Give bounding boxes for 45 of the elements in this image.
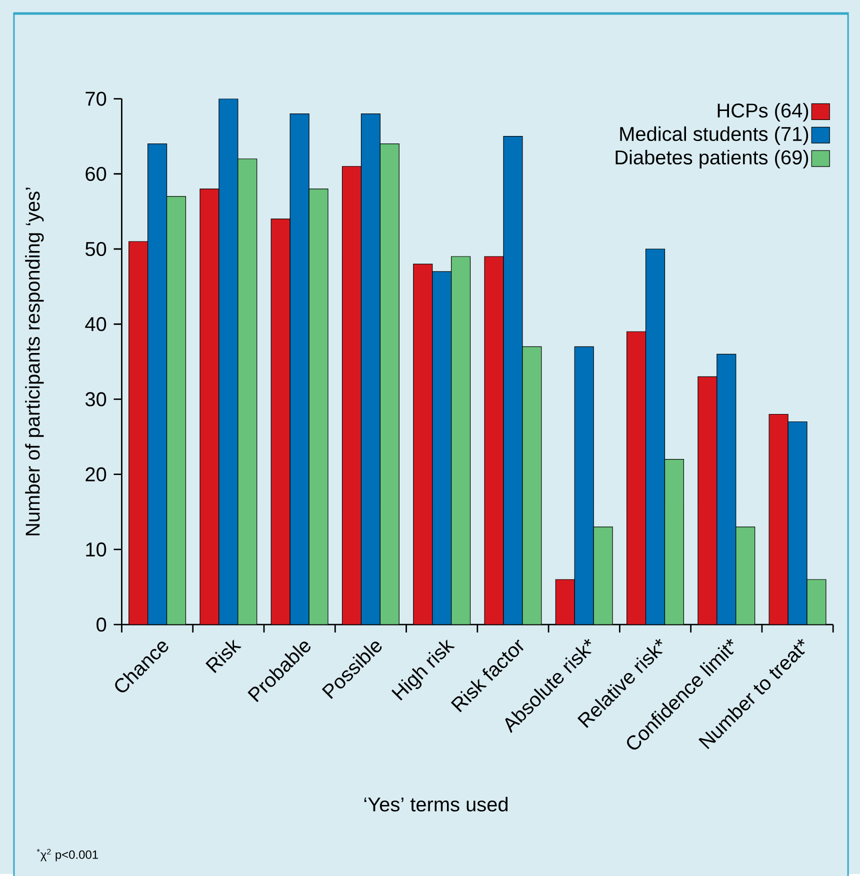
x-tick-label: Risk — [205, 640, 242, 674]
bar — [380, 144, 400, 625]
bar — [736, 526, 756, 625]
bar — [238, 158, 258, 625]
bar — [593, 526, 613, 625]
legend-label: Medical students (71) — [620, 126, 808, 145]
bar — [626, 331, 646, 625]
y-tick-label: 40 — [85, 317, 106, 332]
y-tick-label: 0 — [96, 618, 106, 632]
y-tick-label: 60 — [86, 166, 106, 181]
legend-label: HCPs (64) — [718, 102, 808, 122]
bar — [432, 271, 452, 625]
bar — [360, 113, 380, 625]
bar — [788, 421, 808, 625]
bar — [218, 98, 238, 625]
bar — [290, 113, 310, 625]
bar — [664, 459, 684, 625]
y-tick-label: 20 — [86, 467, 106, 482]
bar — [768, 414, 788, 625]
bar — [413, 264, 433, 625]
bar — [451, 256, 471, 625]
y-tick-label: 50 — [85, 242, 106, 256]
bar — [128, 241, 148, 625]
bar — [342, 166, 362, 625]
y-tick-label: 30 — [85, 392, 106, 406]
bar — [147, 144, 168, 625]
bar — [200, 188, 220, 625]
bar — [645, 248, 666, 625]
x-axis-title: ‘Yes’ terms used — [364, 796, 508, 812]
legend-label: Diabetes patients (69) — [616, 150, 808, 168]
bar — [270, 218, 290, 625]
bar — [716, 354, 736, 625]
bar — [308, 188, 328, 625]
bar — [522, 346, 542, 625]
y-axis-title: Number of participants responding ‘yes’ — [25, 188, 44, 536]
bar — [806, 579, 826, 625]
bar — [503, 136, 523, 625]
text: $^{*}$χ$^{2}$ p<0.001 — [36, 848, 98, 862]
bar — [484, 256, 504, 625]
y-tick-label: 10 — [86, 542, 106, 557]
bar — [698, 376, 718, 625]
y-tick-label: 70 — [86, 92, 106, 106]
bar — [166, 196, 186, 625]
bar — [574, 346, 594, 625]
bar — [555, 579, 575, 625]
